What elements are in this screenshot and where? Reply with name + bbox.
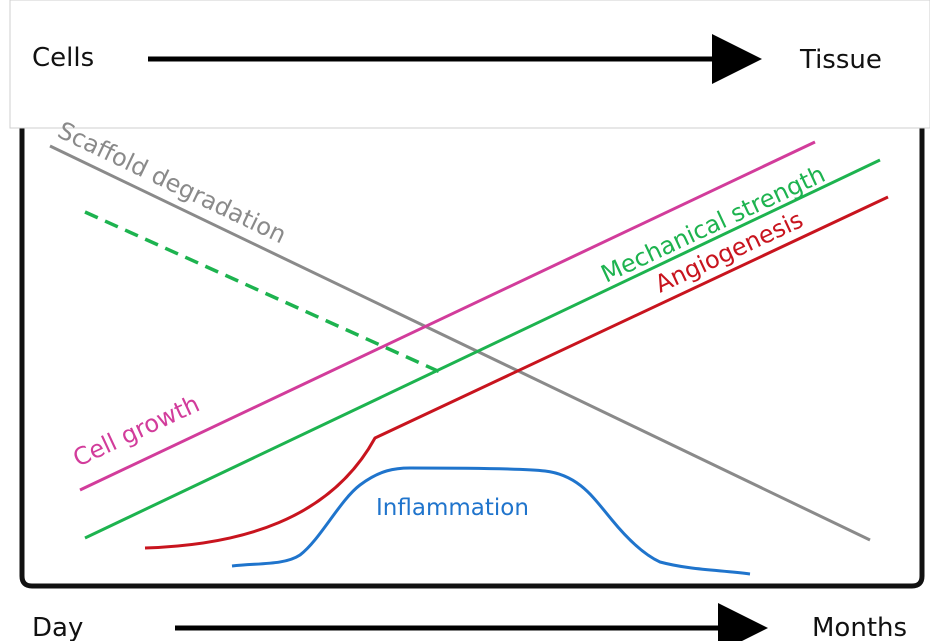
inflammation-curve	[231, 466, 751, 576]
scaffold-degradation-line	[49, 144, 871, 542]
top-header-box	[9, 0, 930, 129]
top-axis-end-label: Tissue	[799, 45, 882, 75]
cell-growth-line	[79, 140, 816, 492]
bottom-axis-end-label: Months	[812, 613, 907, 641]
mechanical-strength-line	[84, 158, 881, 540]
angiogenesis-curve	[144, 195, 889, 550]
diagram-frame	[19, 128, 925, 589]
scaffold-degradation-label: Scaffold degradation	[53, 116, 290, 249]
inflammation-label: Inflammation	[376, 495, 529, 521]
bottom-axis-start-label: Day	[32, 613, 83, 641]
cell-growth-label: Cell growth	[69, 390, 204, 473]
top-axis-start-label: Cells	[32, 43, 94, 73]
